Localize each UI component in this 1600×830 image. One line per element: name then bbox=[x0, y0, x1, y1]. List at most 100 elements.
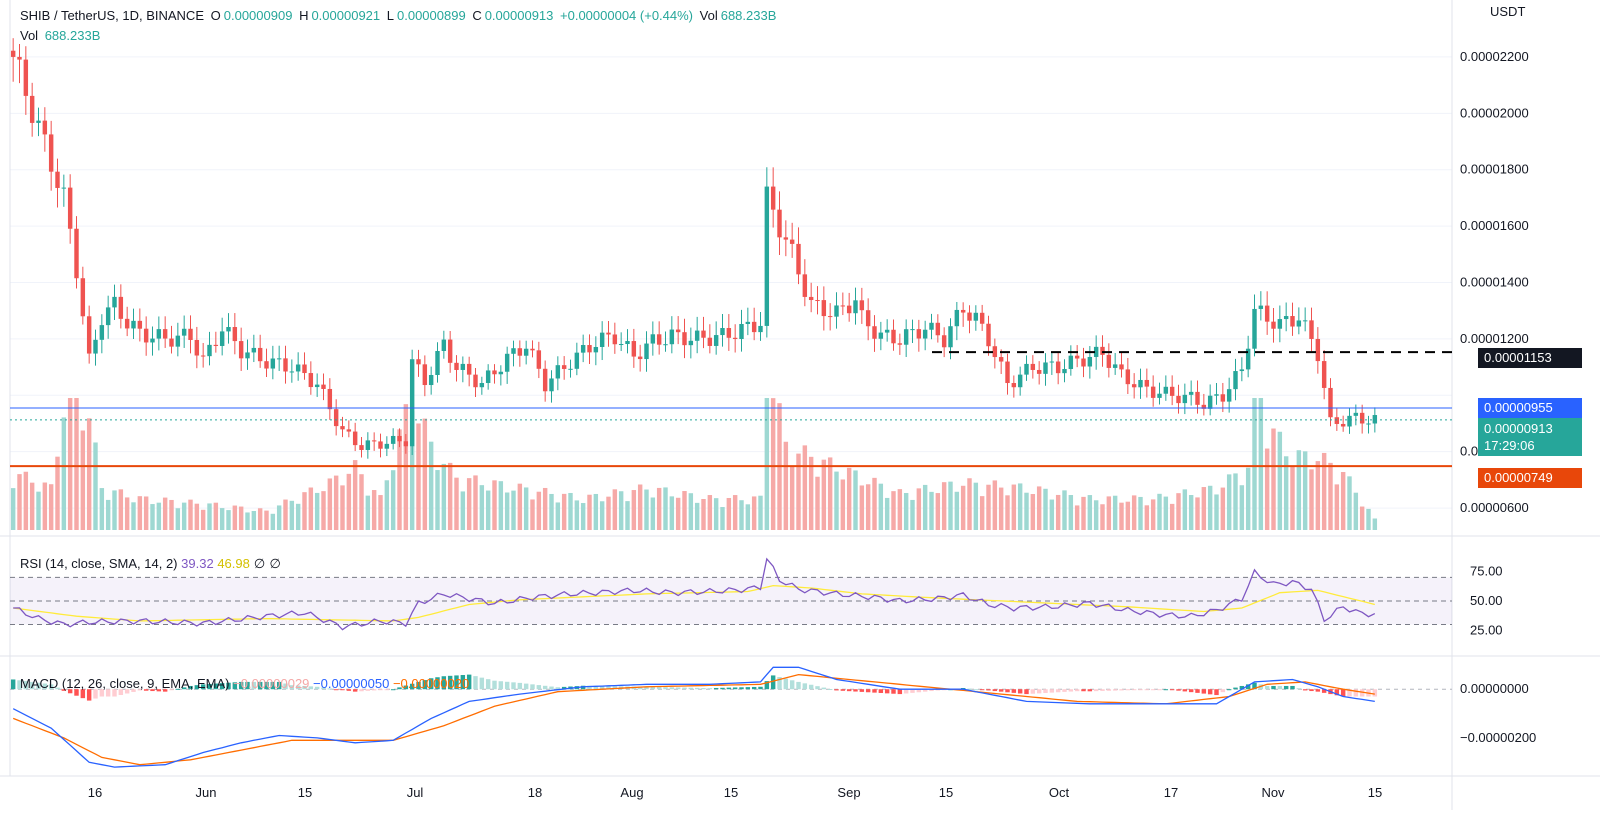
rsi-toggle-icon-2[interactable]: ∅ bbox=[269, 556, 281, 571]
volume-bar bbox=[764, 398, 770, 530]
macd-hist-bar bbox=[359, 689, 364, 692]
volume-bar bbox=[86, 418, 92, 530]
candle-body bbox=[859, 300, 865, 311]
volume-bar bbox=[625, 501, 630, 530]
volume-bar bbox=[1024, 492, 1029, 530]
macd-hist-bar bbox=[840, 689, 846, 691]
candle-body bbox=[872, 326, 877, 339]
macd-hist-bar bbox=[1024, 689, 1029, 695]
macd-hist-bar bbox=[1302, 689, 1308, 691]
volume-bar bbox=[859, 485, 865, 530]
macd-hist-bar bbox=[435, 677, 440, 690]
candle-body bbox=[1258, 305, 1264, 309]
change-value: +0.00000004 (+0.44%) bbox=[560, 8, 694, 23]
candle-body bbox=[1239, 369, 1245, 372]
volume-bar bbox=[473, 475, 478, 530]
rsi-toggle-icon-1[interactable]: ∅ bbox=[253, 556, 266, 571]
volume-bar bbox=[403, 404, 409, 530]
macd-hist-bar bbox=[283, 683, 288, 690]
candle-body bbox=[295, 364, 301, 372]
candle-body bbox=[802, 274, 808, 297]
macd-title[interactable]: MACD (12, 26, close, 9, EMA, EMA) bbox=[20, 676, 230, 691]
volume-bar bbox=[998, 487, 1004, 530]
macd-hist-bar bbox=[1233, 687, 1238, 690]
last-price-value: 0.00000913 bbox=[1484, 421, 1553, 436]
macd-hist-bar bbox=[390, 689, 396, 691]
macd-hist-bar bbox=[17, 680, 22, 690]
macd-hist-bar bbox=[1271, 685, 1276, 690]
volume-bar bbox=[1176, 493, 1181, 530]
open-label: O bbox=[210, 8, 221, 23]
rsi-line bbox=[13, 557, 1376, 631]
time-tick-label: 18 bbox=[528, 785, 542, 800]
macd-hist-bar bbox=[897, 689, 903, 695]
volume-bar bbox=[523, 487, 529, 530]
rsi-sma-value: 46.98 bbox=[217, 556, 250, 571]
volume-row-label[interactable]: Vol bbox=[20, 28, 39, 43]
macd-hist-bar bbox=[504, 681, 510, 690]
volume-bar bbox=[143, 496, 149, 530]
macd-hist-bar bbox=[701, 688, 706, 690]
volume-bar bbox=[384, 480, 390, 530]
candle-body bbox=[1157, 393, 1162, 398]
volume-label: Vol bbox=[699, 8, 718, 23]
volume-bar bbox=[612, 489, 618, 530]
volume-bar bbox=[549, 493, 554, 530]
volume-bar bbox=[827, 457, 833, 530]
candle-body bbox=[656, 334, 662, 345]
volume-bar bbox=[1201, 487, 1207, 530]
macd-hist-bar bbox=[593, 685, 599, 690]
macd-hist-bar bbox=[321, 687, 326, 690]
candle-body bbox=[118, 296, 124, 319]
macd-hist-bar bbox=[200, 684, 206, 690]
volume-bar bbox=[606, 496, 611, 530]
rsi-title[interactable]: RSI (14, close, SMA, 14, 2) bbox=[20, 556, 178, 571]
macd-hist-bar bbox=[599, 686, 605, 690]
macd-hist-bar bbox=[770, 675, 776, 690]
volume-bar bbox=[954, 491, 960, 530]
macd-hist-bar bbox=[815, 686, 820, 690]
macd-hist-bar bbox=[308, 686, 314, 690]
macd-hist-bar bbox=[1005, 689, 1010, 693]
macd-hist-bar bbox=[1163, 689, 1169, 691]
macd-hist-bar bbox=[137, 689, 143, 691]
macd-hist-bar bbox=[1100, 689, 1105, 691]
candle-body bbox=[219, 331, 225, 346]
candle-body bbox=[36, 120, 41, 123]
candle-body bbox=[618, 344, 624, 346]
candle-body bbox=[796, 243, 801, 275]
volume-bar bbox=[967, 478, 972, 530]
macd-hist-bar bbox=[1347, 689, 1352, 697]
volume-bar bbox=[422, 418, 428, 530]
time-tick-label: Nov bbox=[1261, 785, 1285, 800]
macd-hist-bar bbox=[1017, 689, 1023, 694]
candle-body bbox=[365, 440, 371, 450]
candle-body bbox=[726, 328, 732, 338]
symbol-title[interactable]: SHIB / TetherUS, 1D, BINANCE bbox=[20, 8, 204, 23]
volume-bar bbox=[897, 489, 903, 530]
macd-hist-bar bbox=[460, 675, 466, 690]
volume-bar bbox=[1296, 450, 1302, 530]
volume-bar bbox=[321, 491, 326, 530]
volume-bar bbox=[1328, 462, 1333, 530]
volume-bar bbox=[720, 507, 725, 530]
candle-body bbox=[232, 327, 238, 342]
macd-hist-bar bbox=[910, 689, 915, 693]
candle-body bbox=[783, 237, 789, 240]
macd-hist-bar bbox=[194, 685, 200, 690]
candle-body bbox=[48, 134, 54, 172]
candle-body bbox=[910, 329, 915, 331]
macd-hist-bar bbox=[808, 684, 814, 690]
candle-body bbox=[1049, 361, 1055, 363]
volume-bar bbox=[371, 490, 377, 530]
support-price-tag: 0.00000749 bbox=[1478, 468, 1582, 488]
volume-bar bbox=[257, 508, 263, 530]
macd-hist-bar bbox=[1264, 685, 1270, 690]
time-tick-label: Oct bbox=[1049, 785, 1070, 800]
candle-body bbox=[378, 441, 383, 449]
volume-bar bbox=[213, 502, 219, 530]
volume-bar bbox=[1169, 503, 1175, 530]
candle-body bbox=[1005, 361, 1010, 384]
candle-body bbox=[891, 329, 896, 344]
